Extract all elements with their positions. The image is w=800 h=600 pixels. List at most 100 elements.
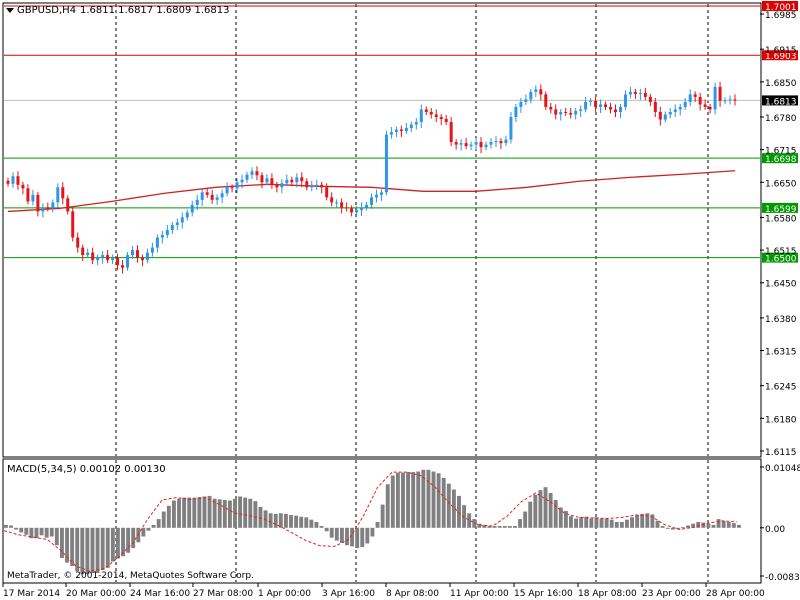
macd-bar — [421, 469, 426, 528]
macd-bar — [289, 515, 293, 528]
macd-bar — [716, 519, 721, 528]
macd-bar — [227, 500, 232, 528]
candle-body — [360, 207, 364, 210]
macd-bar — [350, 527, 355, 547]
candle-body — [140, 257, 144, 261]
macd-bar — [451, 489, 456, 528]
candle-body — [11, 176, 15, 184]
macd-bar — [345, 527, 349, 546]
macd-bar — [446, 483, 451, 528]
macd-bar — [385, 484, 390, 528]
macd-bar — [44, 527, 49, 538]
candle-body — [330, 197, 334, 203]
macd-bar — [477, 523, 482, 528]
candle-body — [569, 112, 573, 115]
macd-bar — [441, 477, 446, 528]
macd-bar — [151, 524, 156, 528]
macd-bar — [319, 526, 324, 528]
macd-bar — [273, 513, 278, 528]
candle-body — [31, 194, 35, 202]
candle-body — [484, 144, 488, 148]
candle-body — [130, 250, 134, 256]
candle-body — [524, 99, 528, 102]
price-tick-label: 1.6850 — [765, 79, 797, 89]
candle-body — [574, 110, 578, 115]
candle-body — [26, 188, 30, 202]
candle-body — [225, 187, 229, 194]
macd-bar — [75, 527, 80, 572]
macd-bar — [482, 524, 487, 528]
macd-bar — [569, 516, 573, 528]
candle-body — [155, 237, 159, 248]
macd-bar — [115, 527, 120, 559]
candle-body — [325, 187, 329, 198]
level-price-tag — [762, 202, 798, 213]
main-panel-frame — [2, 2, 762, 458]
macd-bar — [339, 527, 344, 543]
candle-body — [135, 250, 139, 258]
candle-body — [419, 109, 423, 123]
macd-bar — [380, 504, 385, 528]
macd-bar — [711, 524, 716, 528]
macd-bar — [681, 527, 685, 529]
candle-body — [91, 252, 95, 261]
candle-body — [429, 111, 433, 115]
candle-body — [106, 255, 110, 261]
candle-body — [116, 257, 120, 266]
macd-bar — [283, 513, 288, 528]
candle-body — [81, 247, 85, 256]
macd-bar — [166, 505, 171, 528]
macd-bar — [563, 510, 568, 528]
price-tick-label: 1.6245 — [765, 383, 797, 393]
candle-body — [250, 171, 254, 175]
candle-body — [589, 100, 593, 102]
candle-body — [71, 211, 75, 238]
candle-body — [564, 111, 568, 113]
candle-body — [101, 255, 105, 258]
candle-body — [300, 177, 304, 182]
macd-bar — [34, 527, 39, 539]
candle-body — [310, 184, 314, 188]
macd-bar — [492, 526, 497, 528]
macd-bar — [599, 518, 604, 528]
macd-bar — [640, 513, 645, 528]
candle-body — [683, 101, 687, 107]
candle-body — [648, 96, 652, 102]
time-tick-label: 27 Mar 08:00 — [193, 589, 253, 599]
level-price-tag — [762, 252, 798, 263]
macd-bar — [553, 499, 558, 528]
candle-body — [464, 143, 468, 147]
candle-body — [365, 204, 369, 208]
macd-bar — [533, 494, 538, 528]
candle-body — [6, 180, 10, 184]
macd-bar — [579, 517, 584, 528]
macd-bar — [395, 472, 400, 528]
candle-body — [200, 192, 204, 200]
candle-body — [609, 106, 613, 110]
time-tick-label: 24 Mar 16:00 — [130, 589, 190, 599]
macd-bar — [268, 513, 273, 528]
candle-body — [723, 100, 727, 102]
candle-body — [469, 144, 473, 147]
macd-bar — [513, 526, 517, 528]
candle-body — [534, 89, 538, 92]
candle-body — [46, 207, 50, 209]
macd-bar — [100, 527, 105, 571]
ohlc-summary: 1.6811 1.6817 1.6809 1.6813 — [80, 5, 230, 16]
macd-bar — [497, 526, 502, 528]
macd-bar — [411, 472, 416, 528]
macd-bar — [548, 492, 553, 528]
current-price-label: 1.6813 — [765, 97, 797, 107]
candle-body — [459, 143, 463, 145]
macd-bar — [726, 521, 731, 528]
time-tick-label: 1 Apr 00:00 — [258, 589, 311, 599]
candle-body — [584, 101, 588, 110]
macd-bar — [192, 497, 197, 528]
current-price-tag — [762, 95, 798, 106]
candle-body — [340, 202, 344, 208]
candle-body — [280, 183, 284, 188]
collapse-triangle-icon[interactable] — [6, 8, 14, 13]
candle-body — [544, 94, 548, 107]
candle-body — [205, 192, 209, 195]
macd-bar — [131, 527, 136, 549]
